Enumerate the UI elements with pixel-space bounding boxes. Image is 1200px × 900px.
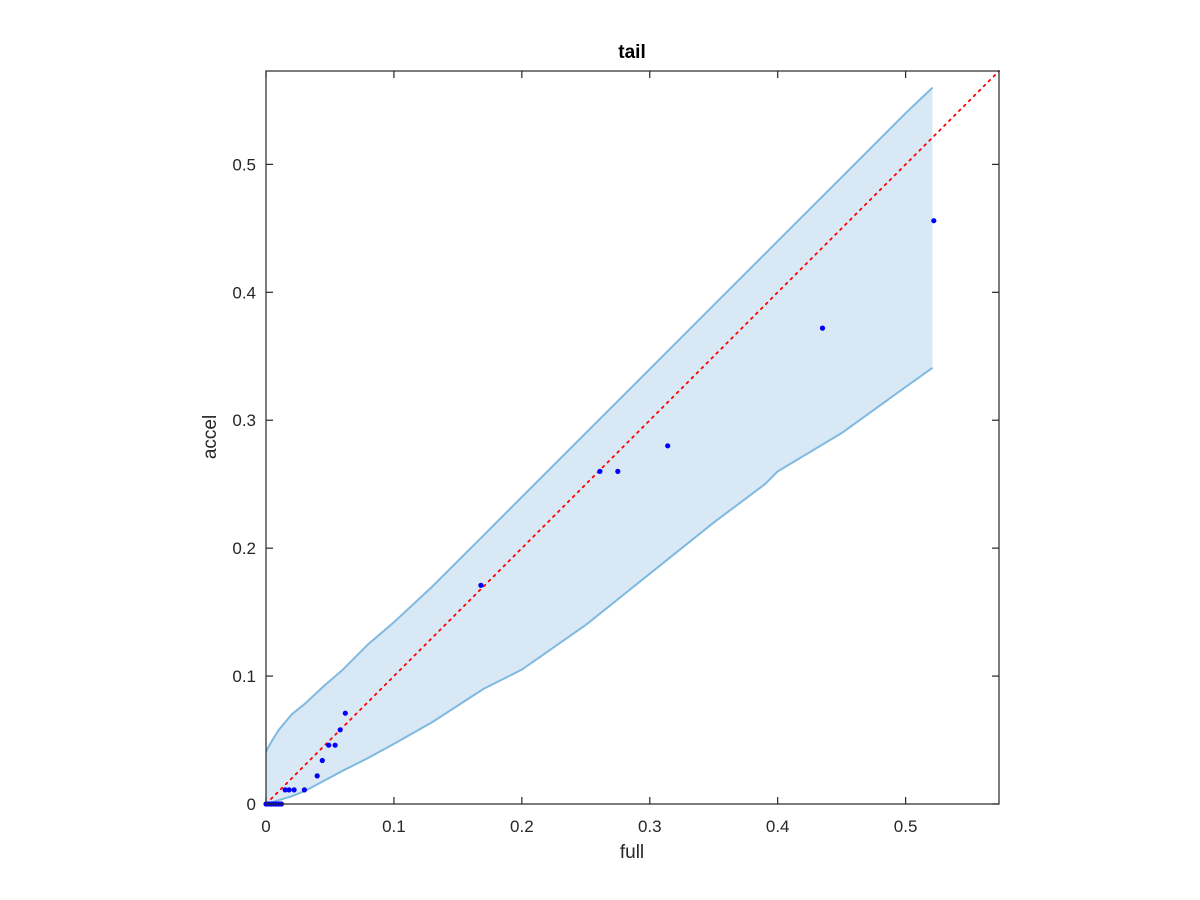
data-point (314, 773, 320, 779)
data-point (615, 468, 621, 474)
data-point (319, 757, 325, 764)
data-point (291, 787, 297, 793)
reference-line (265, 70, 1000, 805)
y-tick-label: 0.3 (232, 411, 256, 430)
x-tick-label: 0 (261, 817, 270, 836)
axes-box (265, 70, 1000, 805)
y-tick-label: 0.4 (232, 283, 256, 302)
y-tick-label: 0 (247, 795, 256, 814)
y-tick-label: 0.5 (232, 155, 256, 174)
axis-ticks: 0 0.1 0.2 0.3 0.4 0.5 0 0.1 0.2 0.3 0.4 0.5 (232, 71, 999, 836)
x-tick-label: 0.1 (382, 817, 406, 836)
confidence-band (266, 86, 934, 804)
data-point (326, 742, 332, 748)
data-point (819, 325, 826, 331)
data-point (478, 582, 484, 588)
y-axis-label: accel (200, 415, 221, 459)
x-tick-label: 0.3 (638, 817, 662, 836)
data-point (286, 787, 292, 793)
data-point (597, 468, 603, 474)
chart-title: tail (618, 42, 645, 63)
identity-line (265, 70, 1000, 805)
x-tick-label: 0.4 (766, 817, 790, 836)
data-point (665, 443, 671, 449)
band-fill (266, 87, 933, 804)
data-point (342, 710, 348, 716)
x-tick-label: 0.5 (894, 817, 918, 836)
y-tick-label: 0.2 (232, 539, 256, 558)
data-point (332, 742, 338, 748)
band-lower-edge (266, 366, 934, 804)
data-point (301, 787, 307, 793)
data-point (931, 218, 937, 224)
x-axis-label: full (620, 842, 644, 863)
x-tick-label: 0.2 (510, 817, 534, 836)
data-point (337, 727, 343, 733)
band-upper-edge (266, 86, 934, 753)
y-tick-label: 0.1 (232, 667, 256, 686)
data-point (282, 787, 288, 793)
